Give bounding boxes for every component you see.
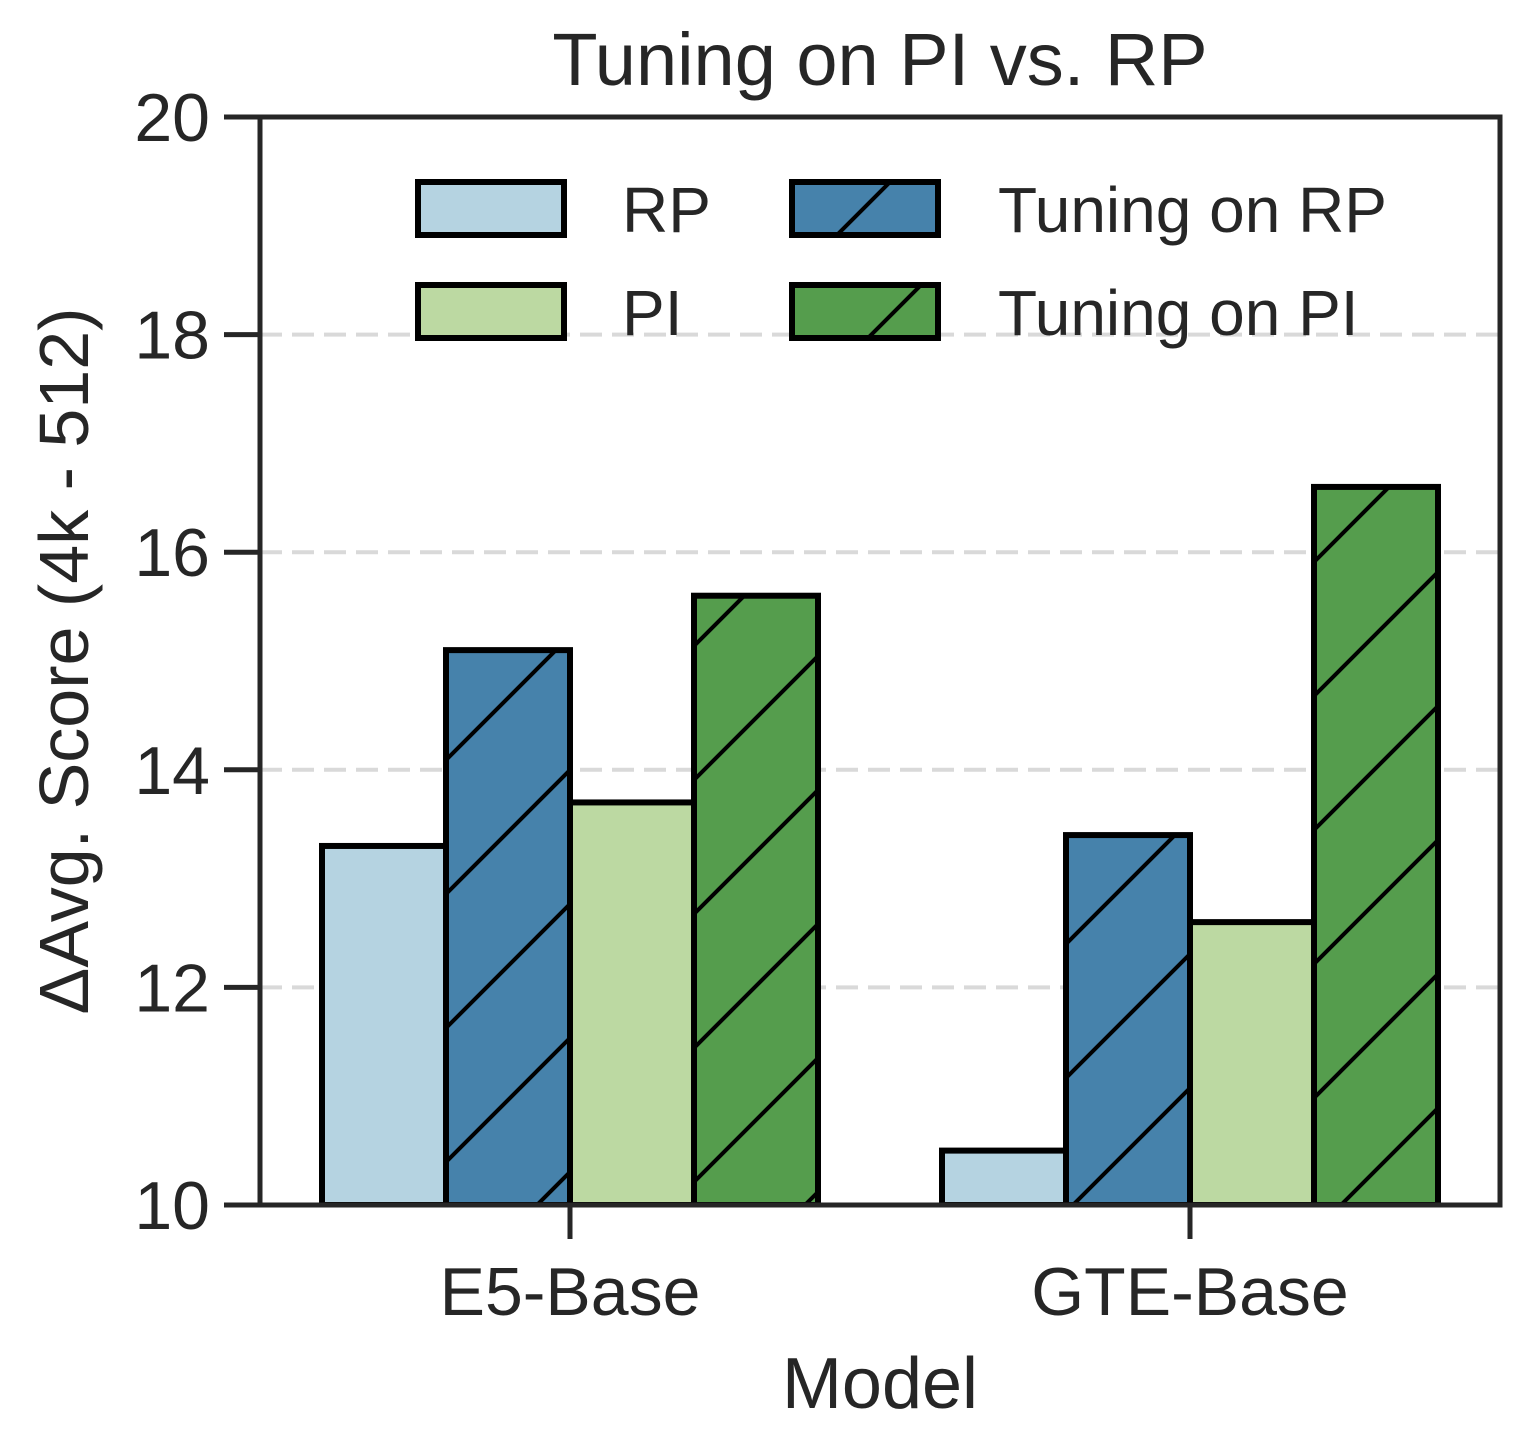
legend-label: Tuning on RP <box>998 174 1387 246</box>
y-axis: 10 12 14 16 18 20 <box>134 80 260 1244</box>
x-axis: E5-Base GTE-Base <box>440 1205 1349 1330</box>
bar-tuning-on-rp-1 <box>1063 832 1193 1205</box>
legend-swatch <box>789 179 941 238</box>
legend-swatch <box>415 179 567 238</box>
y-tick-label: 10 <box>134 1168 210 1244</box>
y-tick-label: 16 <box>134 515 210 591</box>
legend-swatch <box>789 282 941 341</box>
legend-label: PI <box>622 277 682 349</box>
x-axis-label: Model <box>782 1344 978 1424</box>
y-tick-label: 20 <box>134 80 210 156</box>
x-tick-label: GTE-Base <box>1031 1254 1348 1330</box>
y-axis-label: ΔAvg. Score (4k - 512) <box>25 308 103 1015</box>
bar-tuning-on-pi-1 <box>1311 483 1441 1205</box>
legend-label: Tuning on PI <box>998 277 1359 349</box>
x-tick-label: E5-Base <box>440 1254 701 1330</box>
bar-tuning-on-rp-0 <box>443 647 573 1205</box>
bar-rp-1 <box>939 1147 1069 1205</box>
bar-pi-1 <box>1187 919 1317 1205</box>
bar-tuning-on-pi-0 <box>691 592 821 1205</box>
bar-rp-0 <box>319 842 449 1205</box>
bars <box>319 483 1441 1205</box>
legend: RP Tuning on RP PI Tuning on PI <box>415 174 1387 349</box>
chart-title: Tuning on PI vs. RP <box>552 18 1207 101</box>
bar-pi-0 <box>567 799 697 1205</box>
legend-swatch <box>415 282 567 341</box>
legend-label: RP <box>622 174 711 246</box>
plot-frame <box>257 114 1503 1208</box>
y-tick-label: 14 <box>134 733 210 809</box>
y-tick-label: 18 <box>134 298 210 374</box>
y-tick-label: 12 <box>134 950 210 1026</box>
